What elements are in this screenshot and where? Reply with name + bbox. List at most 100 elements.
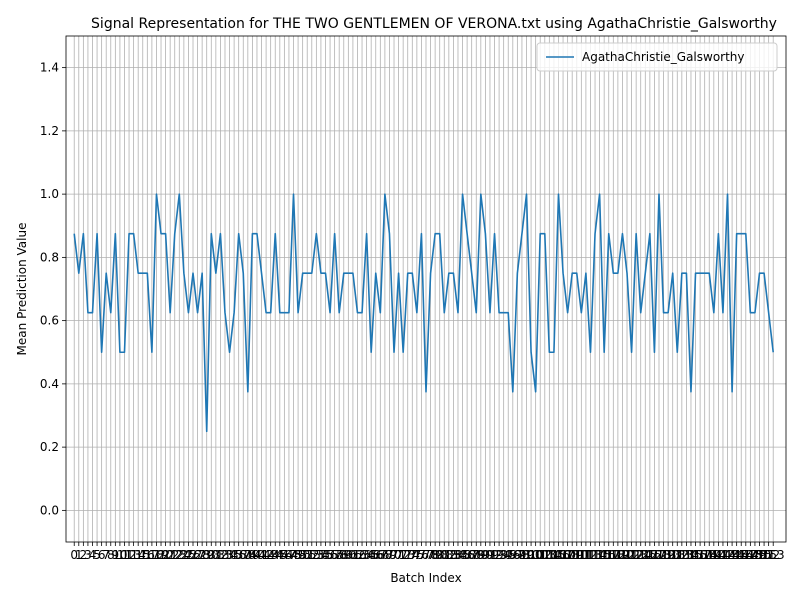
x-tick-label: 105	[542, 548, 565, 562]
x-tick-label: 148	[739, 548, 762, 562]
x-tick-label: 7	[102, 548, 110, 562]
x-tick-label: 39	[245, 548, 260, 562]
x-tick-label: 108	[556, 548, 579, 562]
x-tick-label: 37	[236, 548, 251, 562]
x-tick-label: 47	[281, 548, 296, 562]
x-tick-label: 54	[313, 548, 328, 562]
x-tick-label: 90	[478, 548, 493, 562]
x-tick-label: 23	[172, 548, 187, 562]
x-tick-label: 31	[208, 548, 223, 562]
x-tick-label: 92	[487, 548, 502, 562]
x-tick-label: 12	[121, 548, 136, 562]
x-tick-label: 143	[716, 548, 739, 562]
x-tick-label: 113	[579, 548, 602, 562]
x-axis-ticks: 0123456789101112131415161718192021222324…	[70, 542, 785, 562]
x-tick-label: 132	[666, 548, 689, 562]
x-tick-label: 57	[327, 548, 342, 562]
x-tick-label: 152	[757, 548, 780, 562]
x-tick-label: 116	[593, 548, 616, 562]
x-tick-label: 66	[368, 548, 383, 562]
x-tick-label: 8	[107, 548, 115, 562]
x-tick-label: 76	[414, 548, 429, 562]
x-tick-label: 149	[743, 548, 766, 562]
x-tick-label: 6	[98, 548, 106, 562]
x-tick-label: 64	[359, 548, 374, 562]
x-tick-label: 119	[606, 548, 629, 562]
x-tick-label: 151	[753, 548, 776, 562]
x-tick-label: 104	[538, 548, 561, 562]
x-tick-label: 88	[469, 548, 484, 562]
x-tick-label: 58	[332, 548, 347, 562]
x-tick-label: 67	[373, 548, 388, 562]
x-tick-label: 94	[496, 548, 511, 562]
x-tick-label: 125	[634, 548, 657, 562]
x-tick-label: 17	[144, 548, 159, 562]
x-tick-label: 53	[309, 548, 324, 562]
x-tick-label: 146	[730, 548, 753, 562]
x-tick-label: 93	[491, 548, 506, 562]
x-tick-label: 110	[565, 548, 588, 562]
x-tick-label: 124	[629, 548, 652, 562]
y-tick-label: 0.2	[40, 440, 59, 454]
series-layer	[73, 193, 775, 433]
x-tick-label: 81	[437, 548, 452, 562]
y-tick-label: 1.0	[40, 187, 59, 201]
x-tick-label: 36	[231, 548, 246, 562]
legend: AgathaChristie_Galsworthy	[536, 42, 778, 72]
x-tick-label: 69	[382, 548, 397, 562]
x-tick-label: 127	[643, 548, 666, 562]
x-tick-label: 123	[625, 548, 648, 562]
x-tick-label: 62	[350, 548, 365, 562]
x-tick-label: 98	[514, 548, 529, 562]
x-tick-label: 100	[520, 548, 543, 562]
x-tick-label: 44	[268, 548, 283, 562]
x-tick-label: 2	[80, 548, 88, 562]
x-tick-label: 41	[254, 548, 269, 562]
x-tick-label: 70	[386, 548, 401, 562]
x-tick-label: 27	[190, 548, 205, 562]
x-tick-label: 80	[432, 548, 447, 562]
x-tick-label: 55	[318, 548, 333, 562]
y-tick-label: 0.8	[40, 250, 59, 264]
x-tick-label: 136	[684, 548, 707, 562]
y-tick-label: 0.4	[40, 377, 59, 391]
x-tick-label: 82	[441, 548, 456, 562]
x-gridlines	[73, 36, 774, 542]
x-tick-label: 109	[561, 548, 584, 562]
x-tick-label: 147	[734, 548, 757, 562]
x-tick-label: 77	[418, 548, 433, 562]
y-tick-label: 1.4	[40, 61, 59, 75]
x-tick-label: 1	[75, 548, 83, 562]
x-tick-label: 141	[707, 548, 730, 562]
x-tick-label: 10	[112, 548, 127, 562]
x-tick-label: 59	[336, 548, 351, 562]
x-tick-label: 24	[176, 548, 191, 562]
x-tick-label: 16	[140, 548, 155, 562]
x-tick-label: 9	[112, 548, 120, 562]
x-tick-label: 101	[524, 548, 547, 562]
x-tick-label: 26	[185, 548, 200, 562]
x-tick-label: 38	[240, 548, 255, 562]
x-tick-label: 13	[126, 548, 141, 562]
x-tick-label: 153	[762, 548, 785, 562]
x-tick-label: 60	[341, 548, 356, 562]
x-tick-label: 34	[222, 548, 237, 562]
x-tick-label: 40	[249, 548, 264, 562]
x-axis-label: Batch Index	[390, 571, 461, 585]
x-tick-label: 84	[450, 548, 465, 562]
x-tick-label: 71	[391, 548, 406, 562]
x-tick-label: 137	[689, 548, 712, 562]
x-tick-label: 128	[648, 548, 671, 562]
x-tick-label: 145	[725, 548, 748, 562]
x-tick-label: 118	[602, 548, 625, 562]
x-tick-label: 32	[213, 548, 228, 562]
x-tick-label: 134	[675, 548, 698, 562]
x-tick-label: 42	[258, 548, 273, 562]
x-tick-label: 103	[533, 548, 556, 562]
x-tick-label: 87	[464, 548, 479, 562]
x-tick-label: 21	[163, 548, 178, 562]
x-tick-label: 63	[354, 548, 369, 562]
legend-box	[536, 42, 778, 72]
x-tick-label: 28	[195, 548, 210, 562]
x-tick-label: 14	[131, 548, 146, 562]
